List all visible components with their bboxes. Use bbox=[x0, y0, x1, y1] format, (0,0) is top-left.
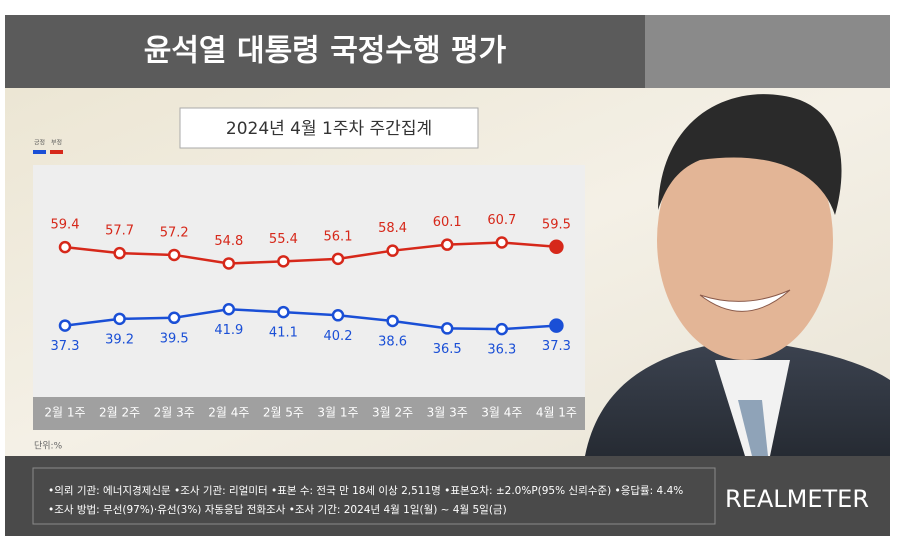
data-label: 54.8 bbox=[214, 234, 243, 249]
x-tick-label: 3월 3주 bbox=[427, 406, 468, 420]
x-tick-label: 3월 4주 bbox=[481, 406, 522, 420]
footer-box bbox=[32, 467, 716, 525]
data-point bbox=[386, 314, 399, 328]
data-point bbox=[222, 257, 236, 270]
portrait bbox=[585, 94, 890, 456]
data-label: 57.7 bbox=[105, 224, 134, 239]
data-point bbox=[58, 319, 72, 332]
data-point bbox=[495, 236, 509, 249]
brand-logo: REALMETER bbox=[725, 485, 869, 513]
x-tick-label: 4월 1주 bbox=[536, 406, 577, 420]
x-tick-label: 2월 4주 bbox=[208, 406, 249, 420]
data-label: 59.5 bbox=[542, 217, 571, 232]
data-point bbox=[549, 318, 564, 333]
data-point bbox=[167, 311, 181, 325]
subtitle-box bbox=[179, 107, 479, 149]
data-label: 38.6 bbox=[378, 334, 407, 349]
unit-label: 단위:% bbox=[34, 441, 63, 452]
title-band-right bbox=[645, 15, 890, 88]
series-line bbox=[64, 307, 557, 331]
data-point bbox=[277, 305, 290, 319]
data-label: 37.3 bbox=[51, 339, 80, 354]
line-chart: 2월 1주 2월 2주 2월 3주 2월 4주 2월 5주 3월 1주 3월 2주 3월 3주… bbox=[33, 140, 577, 420]
data-point bbox=[222, 303, 236, 316]
data-point bbox=[386, 244, 399, 257]
data-point bbox=[440, 322, 454, 335]
data-label: 36.3 bbox=[487, 343, 516, 358]
x-tick-label: 2월 3주 bbox=[154, 406, 195, 420]
data-label: 39.5 bbox=[160, 331, 189, 346]
legend-swatch bbox=[50, 150, 63, 154]
data-point bbox=[495, 322, 509, 336]
data-label: 36.5 bbox=[433, 342, 462, 357]
data-label: 56.1 bbox=[324, 229, 353, 244]
data-point bbox=[167, 248, 181, 262]
legend-label: 긍정 bbox=[34, 140, 45, 147]
x-tick-label: 2월 5주 bbox=[263, 406, 304, 420]
data-label: 55.4 bbox=[269, 232, 298, 247]
plot-area bbox=[33, 165, 585, 430]
data-label: 37.3 bbox=[542, 339, 571, 354]
data-label: 57.2 bbox=[160, 225, 189, 240]
x-tick-label: 3월 2주 bbox=[372, 406, 413, 420]
data-label: 58.4 bbox=[378, 221, 407, 236]
x-axis-band bbox=[33, 397, 585, 430]
data-point bbox=[113, 246, 126, 260]
footer-line: •조사 방법: 무선(97%)·유선(3%) 자동응답 전화조사 •조사 기간:… bbox=[48, 503, 507, 516]
data-label: 39.2 bbox=[105, 332, 134, 347]
x-tick-label: 2월 2주 bbox=[99, 406, 140, 420]
data-point bbox=[58, 240, 72, 254]
chart-title: 윤석열 대통령 국정수행 평가 bbox=[144, 34, 507, 69]
legend-swatch bbox=[33, 150, 46, 154]
data-point bbox=[331, 309, 345, 322]
data-label: 59.4 bbox=[51, 218, 80, 233]
data-label: 41.1 bbox=[269, 326, 298, 341]
data-label: 40.2 bbox=[324, 329, 353, 344]
series-line bbox=[64, 241, 557, 265]
data-label: 60.7 bbox=[487, 213, 516, 228]
footer-line: •의뢰 기관: 에너지경제신문 •조사 기관: 리얼미터 •표본 수: 전국 만… bbox=[48, 484, 683, 497]
data-label: 60.1 bbox=[433, 215, 462, 230]
data-point bbox=[440, 238, 454, 251]
subtitle: 2024년 4월 1주차 주간집계 bbox=[226, 119, 432, 139]
data-point bbox=[331, 252, 345, 266]
x-tick-label: 2월 1주 bbox=[44, 406, 85, 420]
x-tick-label: 3월 1주 bbox=[317, 406, 358, 420]
data-label: 41.9 bbox=[214, 323, 243, 338]
data-point bbox=[277, 255, 290, 268]
legend-label: 부정 bbox=[51, 140, 62, 147]
data-point bbox=[549, 239, 564, 255]
data-point bbox=[113, 312, 126, 326]
footer-band bbox=[5, 456, 890, 536]
